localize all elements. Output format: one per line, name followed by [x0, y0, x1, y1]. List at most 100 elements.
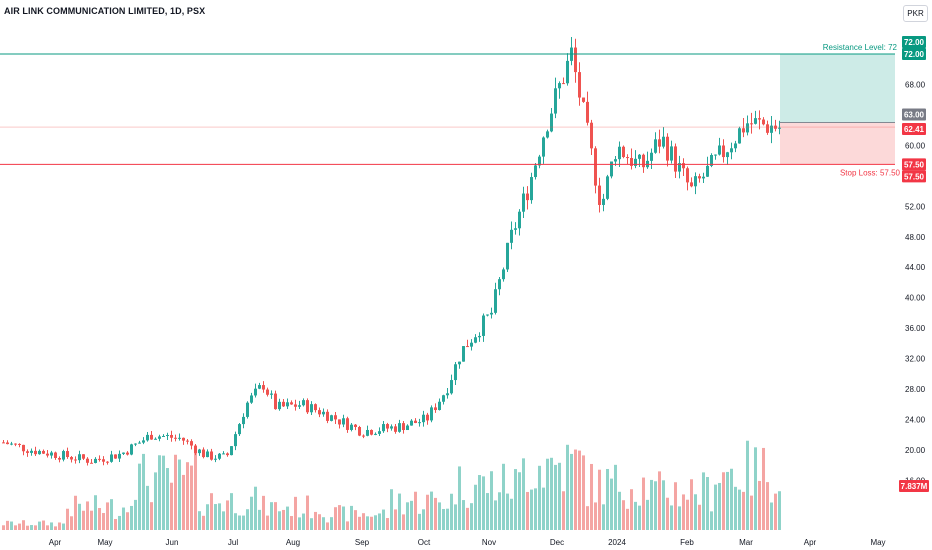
resistance-price-tag: 72.00 [904, 38, 925, 47]
candle-body [198, 449, 201, 454]
volume-bar [110, 499, 113, 530]
volume-bar [574, 449, 577, 530]
volume-bar [710, 511, 713, 530]
candle-body [318, 410, 321, 415]
volume-bar [590, 463, 593, 530]
candle-body [702, 176, 705, 179]
candle-body [442, 395, 445, 402]
candle-body [166, 434, 169, 436]
volume-bar [170, 482, 173, 530]
candle-body [10, 443, 13, 445]
volume-bar [242, 515, 245, 530]
volume-bar [114, 518, 117, 530]
candle-body [530, 177, 533, 201]
currency-button[interactable]: PKR [903, 5, 928, 22]
candle-body [650, 152, 653, 161]
volume-bar [86, 501, 89, 530]
candle-body [554, 88, 557, 114]
candle-body [246, 402, 249, 417]
volume-bar [370, 516, 373, 530]
volume-bar [458, 466, 461, 530]
volume-bar [230, 493, 233, 530]
y-tick-label: 20.00 [905, 446, 926, 455]
candle-body [26, 451, 29, 453]
volume-bar [202, 515, 205, 530]
candle-body [714, 154, 717, 156]
candle-body [522, 193, 525, 212]
volume-bar [22, 520, 25, 530]
volume-bar [614, 464, 617, 530]
volume-bar [566, 444, 569, 530]
volume-bar [582, 455, 585, 530]
volume-bar [626, 508, 629, 530]
candle-body [350, 424, 353, 430]
volume-bar [266, 515, 269, 530]
candle-body [538, 156, 541, 166]
volume-bar [430, 491, 433, 530]
candle-body [674, 146, 677, 172]
volume-bar [418, 513, 421, 530]
time-axis[interactable]: Apr May Jun Jul Aug Sep Oct Nov Dec 2024 Feb Mar Apr… [49, 538, 886, 547]
volume-bar [366, 516, 369, 530]
volume-bar [210, 493, 213, 530]
volume-bar [118, 515, 121, 530]
volume-bar [622, 500, 625, 530]
candle-body [66, 451, 69, 458]
candle-body [186, 440, 189, 442]
candle-body [498, 279, 501, 290]
volume-bar [218, 503, 221, 530]
volume-bar [426, 494, 429, 530]
candle-body [738, 128, 741, 144]
x-tick-label: Mar [739, 538, 753, 547]
candle-body [394, 426, 397, 432]
volume-bar [694, 494, 697, 530]
candle-body [126, 452, 129, 455]
volume-bar [686, 499, 689, 530]
stop-price-tag-bg [902, 158, 926, 171]
candle-body [370, 429, 373, 435]
candle-body [354, 424, 357, 427]
volume-bar [2, 525, 5, 530]
volume-bar [122, 507, 125, 530]
candle-body [386, 424, 389, 429]
volume-bar [570, 453, 573, 530]
candle-body [414, 420, 417, 424]
candle-body [70, 457, 73, 460]
volume-bar [226, 500, 229, 530]
volume-bar [498, 492, 501, 530]
candle-body [542, 137, 545, 157]
volume-bar [390, 489, 393, 530]
candle-body [638, 154, 641, 159]
candle-body [290, 402, 293, 405]
volume-bar [46, 525, 49, 530]
x-tick-label: Nov [482, 538, 496, 547]
stop-price-tag: 57.50 [904, 160, 925, 169]
candle-body [622, 146, 625, 158]
volume-bar [594, 502, 597, 530]
candle-body [518, 211, 521, 229]
candle-body [22, 444, 25, 452]
candle-body [86, 458, 89, 463]
candle-body [302, 400, 305, 406]
volume-bar [394, 509, 397, 530]
volume-bar [198, 511, 201, 530]
volume-bar [290, 516, 293, 530]
candle-body [506, 242, 509, 270]
candle-body [626, 157, 629, 159]
volume-bar [602, 504, 605, 530]
volume-bar [138, 463, 141, 530]
volume-bar [446, 508, 449, 530]
x-tick-label: May [97, 538, 112, 547]
candle-body [434, 407, 437, 411]
candle-body [2, 442, 5, 444]
volume-bar [634, 501, 637, 530]
candle-body [298, 405, 301, 407]
candle-body [606, 176, 609, 199]
candle-body [598, 185, 601, 205]
candle-body [150, 434, 153, 440]
y-tick-label: 32.00 [905, 355, 926, 364]
candle-body [614, 159, 617, 162]
volume-bar [558, 462, 561, 530]
candle-body [670, 146, 673, 161]
